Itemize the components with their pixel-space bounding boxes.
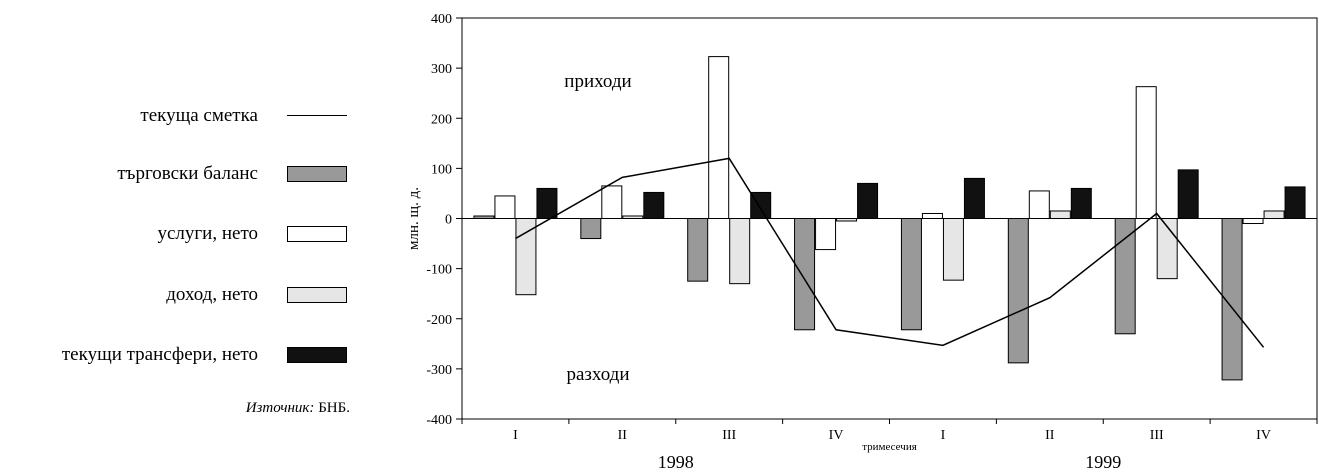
source-value: БНБ.	[318, 400, 350, 416]
x-tick-label: III	[722, 428, 736, 443]
legend-label: търговски баланс	[117, 163, 258, 184]
x-tick-label: II	[1045, 428, 1055, 443]
annotation-expenses: разходи	[566, 364, 629, 385]
bar	[536, 187, 558, 220]
bar	[1114, 218, 1136, 335]
bar	[1007, 218, 1029, 364]
bar	[1284, 186, 1306, 219]
bar	[1049, 210, 1071, 219]
y-tick-label: 100	[431, 162, 452, 177]
bar	[1263, 210, 1285, 219]
y-tick-label: -400	[426, 413, 452, 428]
legend-item-services: услуги, нето	[0, 223, 350, 245]
x-tick-label: I	[941, 428, 946, 443]
bar	[622, 215, 644, 219]
bar	[473, 215, 495, 219]
y-tick-label: 300	[431, 62, 452, 77]
legend-label: текуща сметка	[140, 105, 258, 126]
y-tick-label: -100	[426, 263, 452, 278]
bar	[643, 191, 665, 219]
annotation-income: приходи	[564, 71, 631, 92]
legend-swatch	[287, 166, 347, 182]
legend-swatch	[287, 226, 347, 242]
y-tick-label: 400	[431, 12, 452, 27]
bar	[794, 218, 816, 331]
x-tick-label: II	[618, 428, 628, 443]
y-tick-label: 0	[445, 213, 452, 228]
year-label: 1999	[1085, 452, 1121, 472]
x-tick-label: III	[1150, 428, 1164, 443]
legend-line-swatch	[287, 115, 347, 116]
bar	[580, 218, 602, 240]
bar	[1221, 218, 1243, 381]
bar	[815, 218, 837, 251]
legend: текуща сметка търговски баланс услуги, н…	[0, 0, 360, 472]
x-tick-label: IV	[829, 428, 844, 443]
source-label: Източник:	[245, 400, 315, 416]
legend-item-transfers: текущи трансфери, нето	[0, 344, 350, 366]
legend-label: текущи трансфери, нето	[61, 344, 258, 365]
bar	[750, 191, 772, 219]
bar	[515, 218, 537, 296]
bar	[900, 218, 922, 331]
bar	[1177, 169, 1199, 220]
bar	[921, 212, 943, 220]
x-tick-label: IV	[1256, 428, 1271, 443]
legend-item-trade-balance: търговски баланс	[0, 163, 350, 185]
y-tick-label: -300	[426, 363, 452, 378]
legend-label: услуги, нето	[157, 223, 258, 244]
legend-swatch	[287, 287, 347, 303]
x-tick-label: I	[513, 428, 518, 443]
bar	[942, 218, 964, 281]
legend-item-income: доход, нето	[0, 284, 350, 306]
y-axis-label: млн. щ. д.	[406, 187, 422, 250]
bar	[857, 182, 879, 220]
y-tick-label: -200	[426, 313, 452, 328]
x-axis-label: тримесечия	[862, 441, 917, 453]
year-label: 1998	[658, 452, 694, 472]
current-account-line	[515, 157, 1265, 348]
legend-label: доход, нето	[166, 284, 258, 305]
y-tick-label: 200	[431, 112, 452, 127]
current-account-polyline	[515, 157, 1265, 348]
bar	[708, 56, 730, 219]
source-note: Източник: БНБ.	[246, 400, 350, 417]
legend-item-current-account: текуща сметка	[0, 105, 350, 127]
bar	[836, 218, 858, 222]
bar	[494, 195, 516, 220]
bar	[687, 218, 709, 282]
bar	[963, 177, 985, 219]
bar	[1028, 190, 1050, 219]
legend-swatch	[287, 347, 347, 363]
bar	[729, 218, 751, 285]
bar	[1242, 218, 1264, 225]
bar	[1135, 86, 1157, 219]
bar	[601, 185, 623, 219]
bar	[1070, 187, 1092, 220]
